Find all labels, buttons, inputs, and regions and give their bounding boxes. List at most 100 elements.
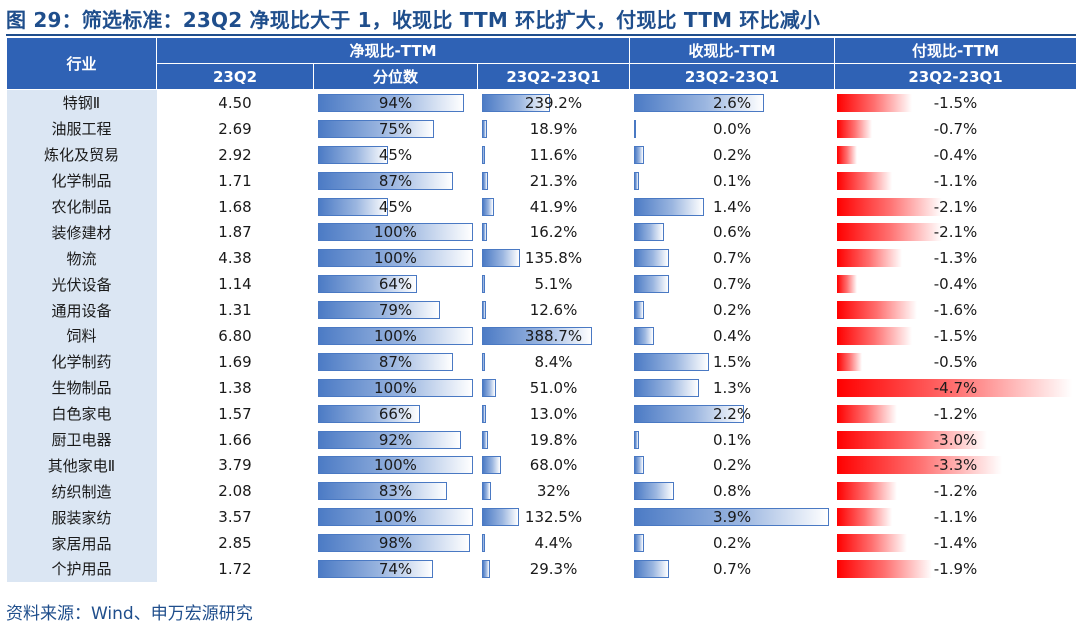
blue-data-bar: [633, 327, 654, 346]
sxb-change-text: 0.7%: [712, 559, 752, 578]
sxb-change-text: 0.2%: [712, 301, 752, 320]
value-cell: 2.85: [157, 530, 314, 556]
red-data-bar: [836, 378, 1072, 397]
sxb-change-text: 2.6%: [712, 93, 752, 112]
table-body: 特钢Ⅱ 4.50 94% 239.2% 2.6% -1.5% 油服工程 2.69 75% 18.9…: [6, 89, 1077, 582]
sxb-change-text: 0.1%: [712, 171, 752, 190]
industry-cell: 通用设备: [6, 297, 157, 324]
red-data-bar: [836, 430, 987, 449]
fxb-change-text: -2.1%: [933, 197, 978, 216]
red-data-bar: [836, 456, 1002, 475]
blue-data-bar: [481, 534, 485, 553]
blue-data-bar: [481, 482, 491, 501]
percentile-cell: 45%: [314, 194, 478, 220]
jxb-change-cell: 13.0%: [478, 401, 630, 427]
blue-data-bar: [481, 145, 485, 164]
industry-cell: 化学制药: [6, 348, 157, 375]
sxb-change-cell: 0.0%: [630, 116, 835, 142]
value-cell: 1.71: [157, 168, 314, 194]
industry-text: 特钢Ⅱ: [62, 94, 101, 113]
blue-data-bar: [481, 197, 494, 216]
fxb-change-cell: -1.2%: [835, 401, 1077, 427]
fxb-change-cell: -1.5%: [835, 323, 1077, 349]
table-row: 服装家纺 3.57 100% 132.5% 3.9% -1.1%: [6, 504, 1077, 531]
jxb-change-cell: 388.7%: [478, 323, 630, 349]
jxb-change-cell: 132.5%: [478, 504, 630, 530]
fxb-change-cell: -1.2%: [835, 478, 1077, 504]
sxb-change-cell: 0.2%: [630, 297, 835, 323]
value-cell: 1.31: [157, 297, 314, 323]
red-data-bar: [836, 327, 912, 346]
percentile-text: 66%: [378, 404, 413, 423]
value-cell: 1.72: [157, 556, 314, 582]
table-row: 厨卫电器 1.66 92% 19.8% 0.1% -3.0%: [6, 426, 1077, 453]
percentile-cell: 100%: [314, 323, 478, 349]
percentile-text: 100%: [374, 223, 417, 242]
jxb-change-text: 41.9%: [529, 197, 578, 216]
header-sxb-change: 23Q2-23Q1: [629, 63, 836, 90]
blue-data-bar: [317, 430, 461, 449]
industry-text: 生物制品: [51, 379, 112, 398]
sxb-change-cell: 1.5%: [630, 349, 835, 375]
table-row: 个护用品 1.72 74% 29.3% 0.7% -1.9%: [6, 556, 1077, 582]
sxb-change-cell: 0.7%: [630, 556, 835, 582]
table-row: 白色家电 1.57 66% 13.0% 2.2% -1.2%: [6, 400, 1077, 427]
value-text: 2.08: [218, 482, 252, 501]
blue-data-bar: [633, 223, 664, 242]
fxb-change-cell: -4.7%: [835, 375, 1077, 401]
blue-data-bar: [317, 119, 434, 138]
fxb-change-text: -1.6%: [933, 301, 978, 320]
sxb-change-cell: 2.2%: [630, 401, 835, 427]
fxb-change-cell: -2.1%: [835, 219, 1077, 245]
fxb-change-cell: -1.9%: [835, 556, 1077, 582]
percentile-cell: 92%: [314, 427, 478, 453]
industry-text: 光伏设备: [51, 275, 112, 294]
red-data-bar: [836, 223, 942, 242]
fxb-change-text: -1.4%: [933, 534, 978, 553]
blue-data-bar: [481, 430, 488, 449]
header-percentile: 分位数: [313, 63, 478, 90]
blue-data-bar: [633, 119, 636, 138]
blue-data-bar: [481, 301, 486, 320]
sxb-change-cell: 3.9%: [630, 504, 835, 530]
industry-cell: 家居用品: [6, 530, 157, 557]
blue-data-bar: [481, 378, 496, 397]
sxb-change-cell: 0.6%: [630, 219, 835, 245]
sxb-change-cell: 0.7%: [630, 245, 835, 271]
jxb-change-cell: 18.9%: [478, 116, 630, 142]
jxb-change-text: 32%: [536, 482, 571, 501]
blue-data-bar: [633, 275, 669, 294]
value-text: 4.38: [218, 249, 252, 268]
value-cell: 1.57: [157, 401, 314, 427]
blue-data-bar: [633, 197, 704, 216]
blue-data-bar: [317, 197, 388, 216]
blue-data-bar: [317, 327, 473, 346]
industry-cell: 白色家电: [6, 400, 157, 427]
fxb-change-cell: -1.1%: [835, 504, 1077, 530]
fxb-change-text: -4.7%: [933, 378, 978, 397]
blue-data-bar: [633, 482, 674, 501]
industry-cell: 厨卫电器: [6, 426, 157, 453]
jxb-change-cell: 135.8%: [478, 245, 630, 271]
table-row: 光伏设备 1.14 64% 5.1% 0.7% -0.4%: [6, 271, 1077, 298]
jxb-change-cell: 19.8%: [478, 427, 630, 453]
percentile-text: 100%: [374, 508, 417, 527]
table-row: 特钢Ⅱ 4.50 94% 239.2% 2.6% -1.5%: [6, 89, 1077, 116]
percentile-text: 98%: [378, 534, 413, 553]
sxb-change-text: 0.6%: [712, 223, 752, 242]
percentile-text: 45%: [378, 197, 413, 216]
fxb-change-cell: -1.5%: [835, 90, 1077, 116]
industry-text: 农化制品: [51, 198, 112, 216]
blue-data-bar: [481, 456, 501, 475]
header-group-fxb: 付现比-TTM: [834, 37, 1078, 64]
percentile-text: 100%: [374, 456, 417, 475]
fxb-change-text: -0.4%: [933, 145, 978, 164]
industry-text: 物流: [66, 249, 97, 268]
red-data-bar: [836, 352, 862, 371]
industry-cell: 光伏设备: [6, 271, 157, 298]
sxb-change-text: 0.2%: [712, 456, 752, 475]
percentile-text: 83%: [378, 482, 413, 501]
value-cell: 4.50: [157, 90, 314, 116]
jxb-change-text: 51.0%: [529, 378, 578, 397]
industry-text: 化学制药: [51, 353, 112, 372]
